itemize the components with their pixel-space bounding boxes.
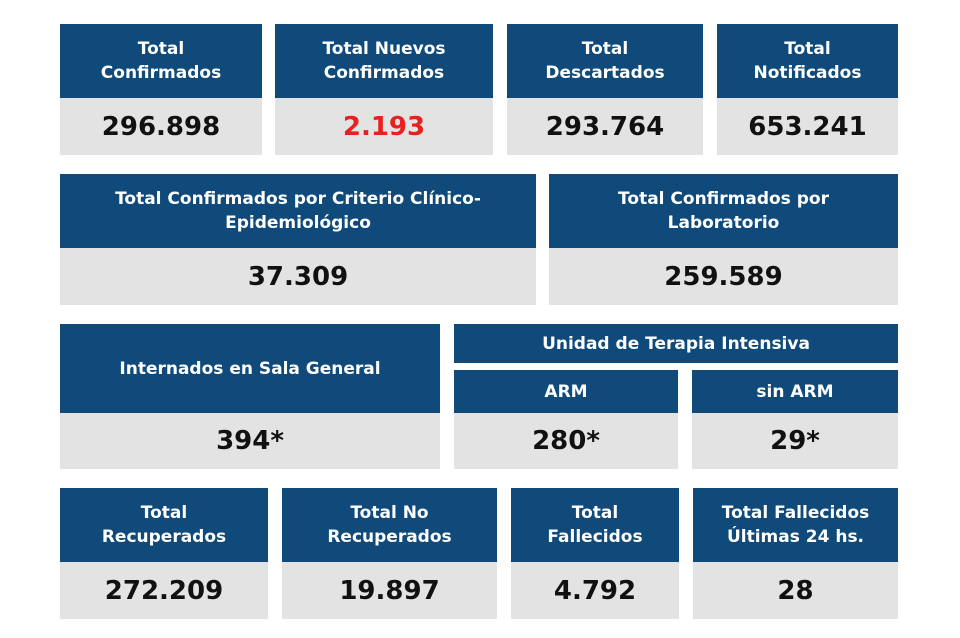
card-value: 394* bbox=[60, 413, 440, 469]
card-value: 37.309 bbox=[60, 248, 536, 305]
uti-title: Unidad de Terapia Intensiva bbox=[454, 324, 898, 363]
card-value: 296.898 bbox=[60, 98, 262, 155]
card-label: Total Descartados bbox=[507, 24, 703, 98]
card-value: 259.589 bbox=[549, 248, 898, 305]
card-label: Total Notificados bbox=[717, 24, 898, 98]
card-fallecidos-ultimas-24hs: Total Fallecidos Últimas 24 hs. 28 bbox=[693, 488, 898, 619]
card-label: Total Confirmados bbox=[60, 24, 262, 98]
card-value: 280* bbox=[454, 413, 678, 469]
card-value: 4.792 bbox=[511, 562, 679, 619]
card-value: 28 bbox=[693, 562, 898, 619]
card-label: Internados en Sala General bbox=[60, 324, 440, 413]
card-label: Total Nuevos Confirmados bbox=[275, 24, 493, 98]
card-label: ARM bbox=[454, 370, 678, 413]
card-value: 272.209 bbox=[60, 562, 268, 619]
card-total-nuevos-confirmados: Total Nuevos Confirmados 2.193 bbox=[275, 24, 493, 155]
card-total-no-recuperados: Total No Recuperados 19.897 bbox=[282, 488, 497, 619]
card-total-descartados: Total Descartados 293.764 bbox=[507, 24, 703, 155]
card-total-recuperados: Total Recuperados 272.209 bbox=[60, 488, 268, 619]
card-total-confirmados: Total Confirmados 296.898 bbox=[60, 24, 262, 155]
card-value: 2.193 bbox=[275, 98, 493, 155]
card-confirmados-criterio-clinico: Total Confirmados por Criterio Clínico- … bbox=[60, 174, 536, 305]
card-uti-sin-arm: sin ARM 29* bbox=[692, 370, 898, 469]
card-total-fallecidos: Total Fallecidos 4.792 bbox=[511, 488, 679, 619]
card-label: sin ARM bbox=[692, 370, 898, 413]
card-label: Total Confirmados por Laboratorio bbox=[549, 174, 898, 248]
card-value: 653.241 bbox=[717, 98, 898, 155]
card-total-notificados: Total Notificados 653.241 bbox=[717, 24, 898, 155]
card-label: Total Confirmados por Criterio Clínico- … bbox=[60, 174, 536, 248]
card-label: Total Fallecidos bbox=[511, 488, 679, 562]
card-value: 19.897 bbox=[282, 562, 497, 619]
card-value: 293.764 bbox=[507, 98, 703, 155]
card-uti-arm: ARM 280* bbox=[454, 370, 678, 469]
card-internados-sala-general: Internados en Sala General 394* bbox=[60, 324, 440, 469]
card-label: Total Recuperados bbox=[60, 488, 268, 562]
card-label: Total Fallecidos Últimas 24 hs. bbox=[693, 488, 898, 562]
card-confirmados-laboratorio: Total Confirmados por Laboratorio 259.58… bbox=[549, 174, 898, 305]
card-value: 29* bbox=[692, 413, 898, 469]
card-label: Total No Recuperados bbox=[282, 488, 497, 562]
